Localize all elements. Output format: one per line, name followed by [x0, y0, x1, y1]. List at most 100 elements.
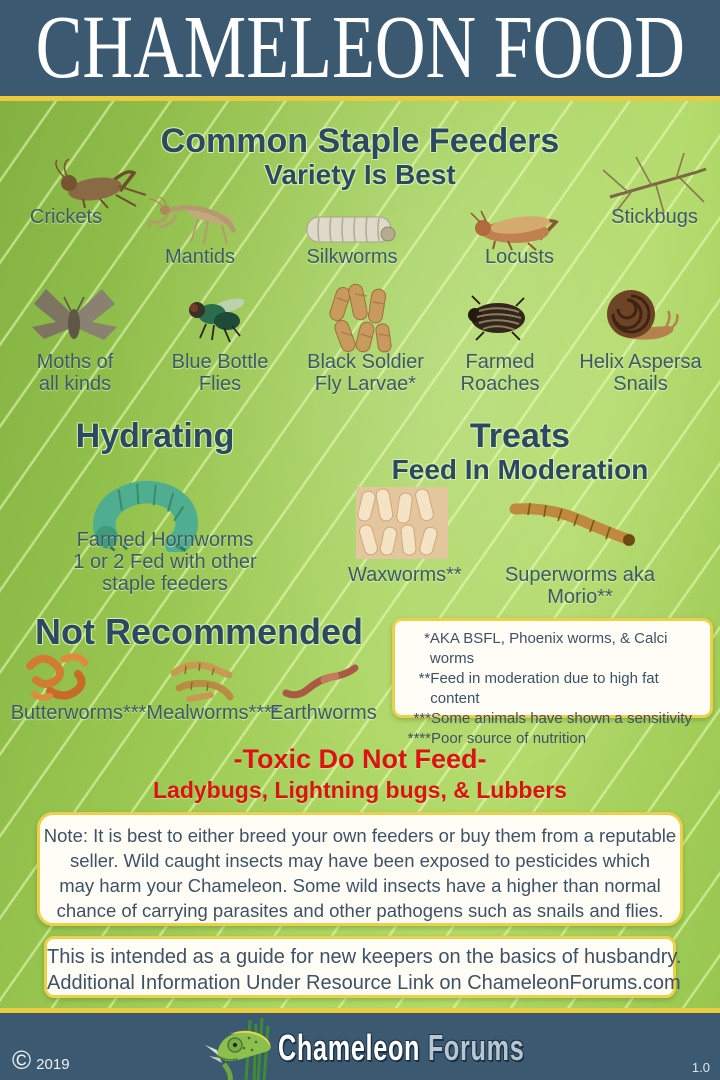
waxworms-image: [356, 487, 448, 559]
silkworms-image: [303, 202, 398, 250]
staple-subheading: Variety Is Best: [264, 159, 456, 190]
mantis-icon: [147, 197, 237, 245]
mantids-label: Mantids: [164, 246, 236, 268]
guide-line-1: This is intended as a guide for new keep…: [47, 946, 682, 968]
mantids-image: [138, 197, 248, 247]
bottom-divider: [0, 1008, 720, 1013]
copyright: © 2019: [12, 1047, 70, 1073]
footnote-text-3: Some animals have shown a sensitivity: [431, 710, 692, 727]
hornworm-caption: Farmed Hornworms 1 or 2 Fed with other s…: [55, 529, 275, 595]
bsf-larvae-icon: [329, 283, 392, 353]
footnote-line-2: ** Feed in moderation due to high fat con…: [399, 669, 706, 709]
brand-logo-group: Chameleon Forums: [204, 1018, 524, 1080]
moth-icon: [32, 289, 117, 340]
footnote-text-2: Feed in moderation due to high fat conte…: [430, 670, 659, 707]
snails-label-line1: Helix Aspersa: [579, 351, 702, 373]
crickets-image: [50, 158, 150, 210]
bsf-larvae-label: Black Soldier Fly Larvae*: [303, 351, 428, 395]
mealworms-image: [166, 654, 236, 704]
mealworms-icon: [170, 661, 234, 702]
helix-aspersa-snails-label: Helix Aspersa Snails: [578, 351, 703, 395]
hornworm-icon: [93, 480, 198, 552]
footnotes-box: * AKA BSFL, Phoenix worms, & Calci worms …: [392, 618, 713, 747]
footnote-line-3: *** Some animals have shown a sensitivity: [399, 709, 706, 729]
note-box: Note: It is best to either breed your ow…: [37, 812, 683, 926]
snail-icon: [607, 290, 679, 340]
waxworms-label: Waxworms**: [348, 564, 462, 586]
hornworm-image: [88, 477, 206, 552]
moths-label-line1: Moths of: [36, 351, 114, 373]
copyright-year: 2019: [36, 1056, 70, 1073]
flies-label-line2: Flies: [198, 373, 242, 395]
bsf-label-line2: Fly Larvae*: [314, 373, 417, 395]
farmed-roaches-image: [464, 294, 532, 342]
roaches-label-line1: Farmed: [465, 351, 535, 373]
treats-subheading: Feed In Moderation: [391, 454, 649, 485]
earthworm-icon: [282, 664, 359, 699]
footnote-line-1: * AKA BSFL, Phoenix worms, & Calci worms: [399, 629, 706, 669]
locusts-image: [468, 203, 563, 251]
blue-bottle-flies-image: [182, 292, 252, 347]
bsf-label-line1: Black Soldier: [307, 351, 424, 373]
crickets-label: Crickets: [29, 206, 103, 228]
butterworms-label: Butterworms***: [10, 702, 147, 724]
brand-name-chameleon: Chameleon: [278, 1027, 421, 1068]
footnote-line-4: **** Poor source of nutrition: [399, 729, 706, 749]
moths-label: Moths of all kinds: [15, 351, 135, 395]
stickbugs-label: Stickbugs: [611, 206, 698, 228]
hydrating-heading: Hydrating: [75, 417, 235, 455]
staple-heading: Common Staple Feeders: [160, 122, 560, 160]
blue-bottle-flies-label: Blue Bottle Flies: [160, 351, 280, 395]
copyright-icon: ©: [12, 1045, 32, 1075]
brand-name-forums: Forums: [427, 1027, 525, 1068]
earthworms-image: [280, 663, 360, 701]
hornworm-caption-line2: 1 or 2 Fed with other: [73, 551, 257, 573]
butterworms-icon: [26, 653, 89, 701]
cricket-icon: [55, 158, 147, 209]
moths-image: [27, 286, 122, 348]
roach-icon: [468, 295, 525, 341]
helix-aspersa-snails-image: [599, 286, 679, 344]
stickbug-icon: [602, 152, 707, 214]
locusts-label: Locusts: [485, 246, 554, 268]
footer-bar: © 2019 Chameleon Forums 1.0: [0, 1013, 720, 1080]
black-soldier-fly-larvae-image: [329, 282, 397, 354]
snails-label-line2: Snails: [613, 373, 668, 395]
farmed-roaches-label: Farmed Roaches: [440, 351, 560, 395]
superworm-image: [508, 498, 640, 550]
version-label: 1.0: [691, 1060, 710, 1075]
hornworm-caption-line1: Farmed Hornworms: [76, 529, 254, 551]
butterworms-image: [20, 650, 92, 705]
flies-label-line1: Blue Bottle: [171, 351, 269, 373]
footnote-stars-3: ***: [413, 710, 431, 727]
toxic-warning-items: Ladybugs, Lightning bugs, & Lubbers: [153, 777, 567, 803]
note-line-3: may harm your Chameleon. Some wild insec…: [59, 875, 661, 896]
footnote-text-1: AKA BSFL, Phoenix worms, & Calci worms: [429, 630, 668, 667]
earthworms-label: Earthworms: [270, 702, 377, 724]
guide-box: This is intended as a guide for new keep…: [44, 936, 682, 998]
hornworm-caption-line3: staple feeders: [102, 573, 228, 595]
footnote-stars-4: ****: [407, 730, 431, 747]
silkworms-label: Silkworms: [306, 246, 398, 268]
locust-icon: [470, 210, 559, 251]
roaches-label-line2: Roaches: [460, 373, 540, 395]
superworms-label: Superworms aka Morio**: [504, 564, 656, 608]
not-recommended-heading: Not Recommended: [34, 611, 364, 652]
brand-name: Chameleon Forums: [278, 1027, 524, 1069]
note-line-4: chance of carrying parasites and other p…: [56, 900, 664, 921]
guide-line-2: Additional Information Under Resource Li…: [47, 972, 681, 994]
waxworms-icon: [356, 487, 448, 559]
header-bar: CHAMELEON FOOD: [0, 0, 720, 96]
mealworms-label: Mealworms****: [146, 702, 280, 724]
superworm-icon: [509, 502, 635, 546]
stickbugs-image: [598, 150, 708, 215]
toxic-warning-title: -Toxic Do Not Feed-: [233, 744, 487, 774]
treats-heading: Treats: [469, 417, 571, 455]
note-line-1: Note: It is best to either breed your ow…: [43, 825, 677, 846]
footnote-text-4: Poor source of nutrition: [431, 730, 587, 747]
moths-label-line2: all kinds: [38, 373, 112, 395]
footnote-stars-2: **: [418, 670, 431, 687]
footnote-stars-1: *: [424, 630, 430, 647]
note-line-2: seller. Wild caught insects may have bee…: [70, 850, 650, 871]
